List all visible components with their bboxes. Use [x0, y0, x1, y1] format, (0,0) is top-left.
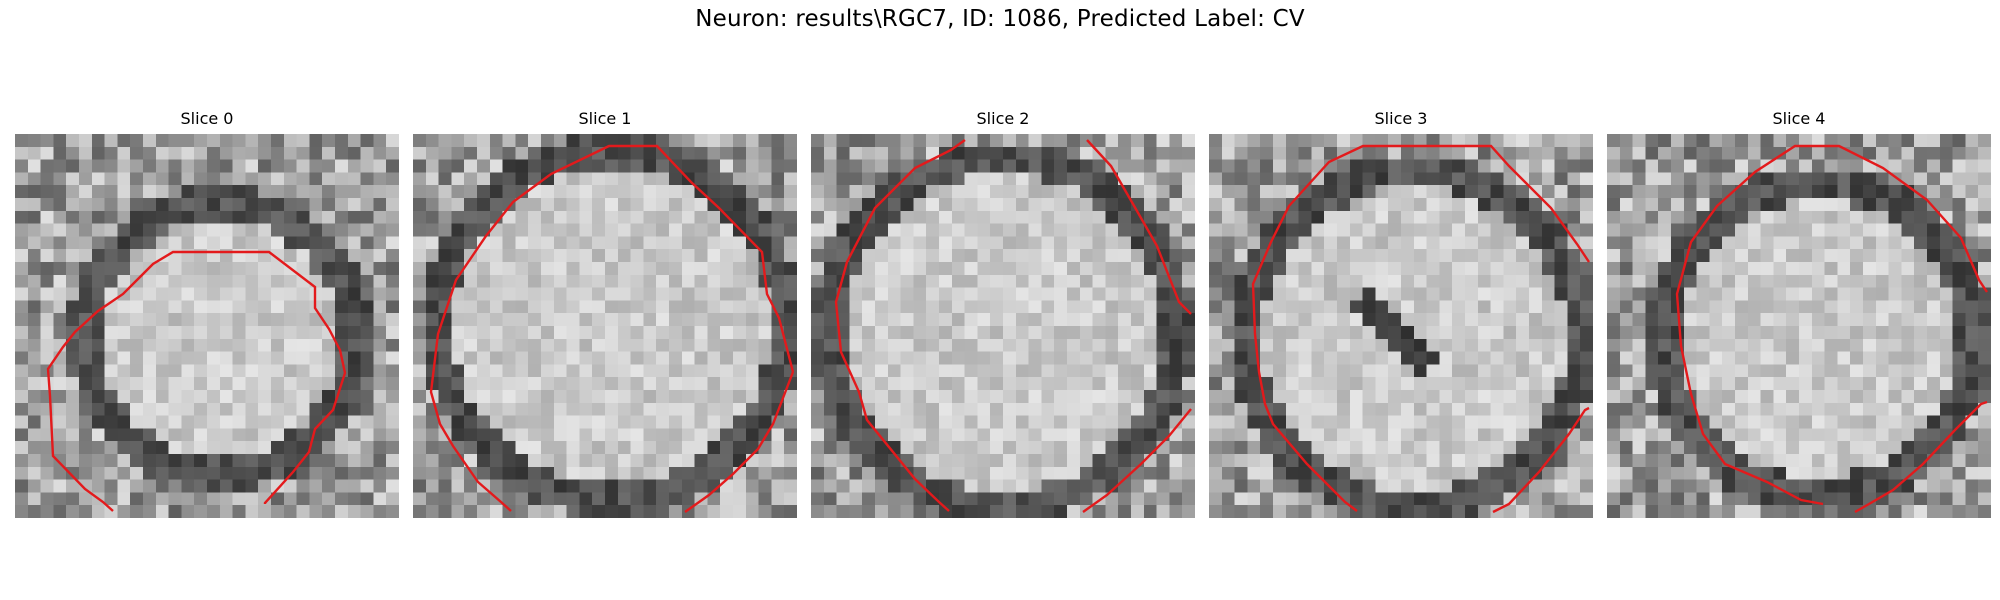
slice-image — [413, 134, 797, 518]
slice-title: Slice 0 — [180, 109, 234, 128]
figure-title: Neuron: results\RGC7, ID: 1086, Predicte… — [695, 6, 1305, 32]
slice-panel-2: Slice 2 — [811, 108, 1195, 518]
slice-title: Slice 1 — [578, 109, 632, 128]
cell-contour — [429, 144, 795, 513]
slice-panel-3: Slice 3 — [1209, 108, 1593, 518]
slice-panel-1: Slice 1 — [413, 108, 797, 518]
slice-title: Slice 3 — [1374, 109, 1428, 128]
slice-image — [15, 134, 399, 518]
slice-image — [811, 134, 1195, 518]
cell-contour — [834, 139, 1192, 513]
cell-contour — [1675, 144, 1988, 514]
slice-title: Slice 2 — [976, 109, 1030, 128]
slice-panel-0: Slice 0 — [15, 108, 399, 518]
cell-contour — [46, 250, 347, 512]
slice-image — [1607, 134, 1991, 518]
slice-title: Slice 4 — [1772, 109, 1826, 128]
slice-image — [1209, 134, 1593, 518]
slice-panel-4: Slice 4 — [1607, 108, 1991, 518]
cell-contour — [1251, 144, 1590, 514]
